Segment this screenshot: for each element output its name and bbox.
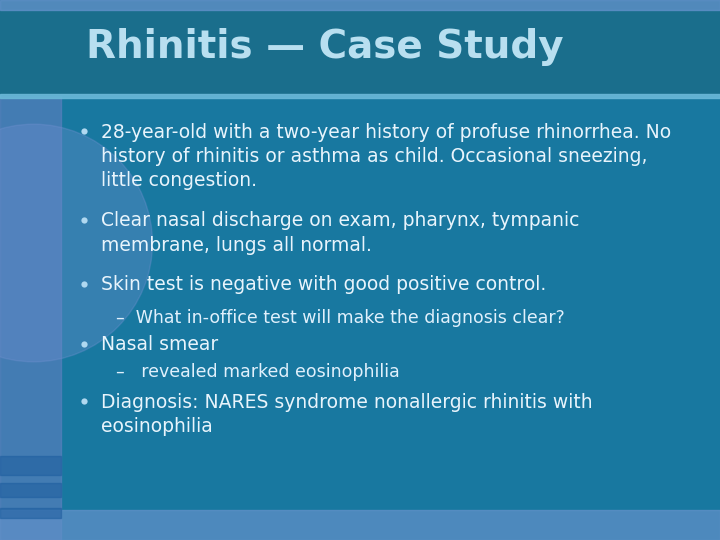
Text: –  What in-office test will make the diagnosis clear?: – What in-office test will make the diag…: [116, 309, 565, 327]
Bar: [0, 0, 720, 94]
Text: Skin test is negative with good positive control.: Skin test is negative with good positive…: [102, 275, 546, 294]
Bar: [0, 483, 61, 497]
Text: –   revealed marked eosinophilia: – revealed marked eosinophilia: [116, 363, 400, 381]
Bar: [0, 93, 720, 98]
Text: Clear nasal discharge on exam, pharynx, tympanic
membrane, lungs all normal.: Clear nasal discharge on exam, pharynx, …: [102, 212, 580, 255]
Bar: [0, 508, 61, 518]
Bar: [0, 456, 61, 475]
Bar: [0, 0, 720, 10]
Bar: [0, 0, 61, 540]
Circle shape: [0, 124, 153, 362]
Text: 28-year-old with a two-year history of profuse rhinorrhea. No
history of rhiniti: 28-year-old with a two-year history of p…: [102, 123, 671, 190]
Bar: [0, 510, 720, 540]
Text: Nasal smear: Nasal smear: [102, 335, 218, 354]
Text: Diagnosis: NARES syndrome nonallergic rhinitis with
eosinophilia: Diagnosis: NARES syndrome nonallergic rh…: [102, 393, 593, 436]
Text: Rhinitis — Case Study: Rhinitis — Case Study: [86, 28, 564, 66]
